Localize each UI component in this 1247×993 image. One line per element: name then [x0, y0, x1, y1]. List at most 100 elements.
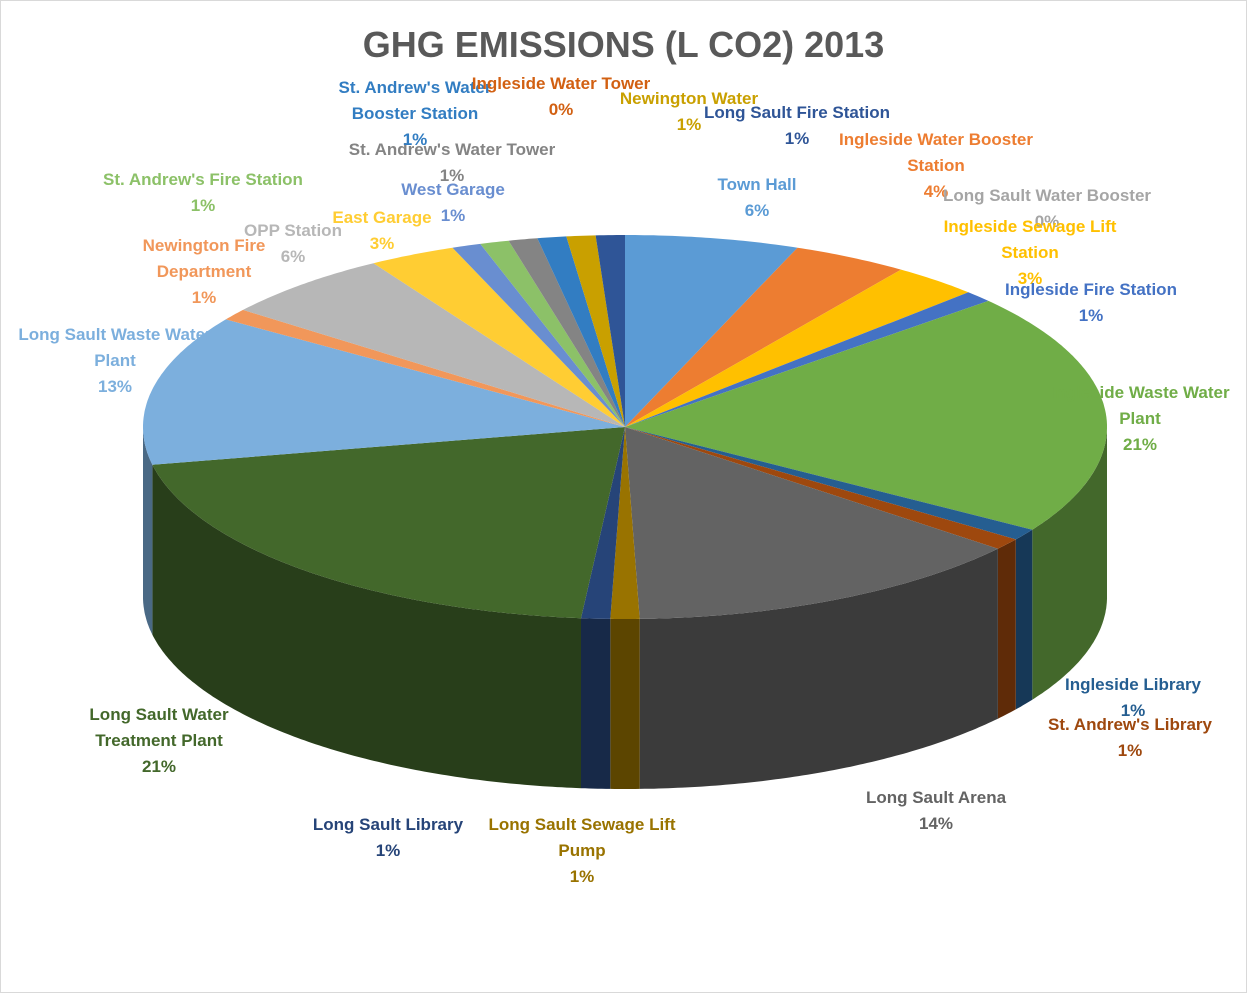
value-label: 3% — [1017, 269, 1043, 288]
value-label: 1% — [190, 196, 216, 215]
slice — [625, 427, 1033, 540]
slice — [225, 309, 626, 427]
category-label: East Garage — [332, 208, 432, 227]
category-label: St. Andrew's Library — [1047, 715, 1212, 734]
data-label: Newington Water 1% — [599, 86, 779, 138]
category-label: Long Sault Water Treatment Plant — [89, 705, 229, 750]
slice — [625, 300, 1107, 530]
slice-side — [581, 618, 611, 789]
value-label: 1% — [676, 115, 702, 134]
slice — [625, 292, 989, 427]
slice — [152, 427, 625, 619]
data-label: Ingleside Sewage Lift Station 3% — [930, 214, 1130, 292]
data-label: Ingleside Waste Water Plant 21% — [1037, 380, 1243, 458]
slice-side — [143, 427, 153, 635]
slice — [625, 427, 1016, 549]
data-label: East Garage 3% — [322, 205, 442, 257]
value-label: 21% — [1122, 435, 1158, 454]
data-label: Long Sault Fire Station 1% — [687, 100, 907, 152]
slice — [581, 427, 625, 619]
category-label: Long Sault Waste Water Plant — [18, 325, 212, 370]
slice-side — [610, 618, 640, 789]
category-label: St. Andrew's Water Tower — [348, 140, 556, 159]
value-label: 1% — [440, 206, 466, 225]
category-label: Long Sault Water Booster — [942, 186, 1152, 205]
data-label: St. Andrew's Fire Station 1% — [73, 167, 333, 219]
category-label: Ingleside Library — [1064, 675, 1202, 694]
data-label: Ingleside Library 1% — [1048, 672, 1218, 724]
slice-side — [1032, 427, 1107, 700]
category-label: Long Sault Library — [312, 815, 464, 834]
slice — [537, 236, 625, 427]
data-label: Ingleside Water Tower 0% — [451, 71, 671, 123]
value-label: 0% — [1034, 212, 1060, 231]
category-label: Town Hall — [717, 175, 797, 194]
value-label: 3% — [369, 234, 395, 253]
value-label: 1% — [1117, 741, 1143, 760]
slice — [595, 235, 625, 427]
slice — [508, 238, 625, 427]
slice — [610, 427, 640, 619]
value-label: 6% — [280, 247, 306, 266]
data-label: Long Sault Water Booster 0% — [917, 183, 1177, 235]
data-label: Long Sault Sewage Lift Pump 1% — [477, 812, 687, 890]
value-label: 13% — [97, 377, 133, 396]
data-label: Ingleside Water Booster Station 4% — [821, 127, 1051, 205]
category-label: Ingleside Waste Water Plant — [1050, 383, 1230, 428]
data-label: St. Andrew's Water Tower 1% — [322, 137, 582, 189]
category-label: Long Sault Fire Station — [703, 103, 891, 122]
category-label: Ingleside Fire Station — [1005, 280, 1177, 299]
value-label: 0% — [548, 100, 574, 119]
data-label: St. Andrew's Library 1% — [1030, 712, 1230, 764]
slice — [625, 235, 798, 427]
slice — [452, 243, 625, 427]
slice — [566, 235, 625, 427]
value-label: 1% — [569, 867, 595, 886]
value-label: 1% — [784, 129, 810, 148]
slice — [480, 240, 625, 427]
slice — [625, 269, 969, 427]
category-label: Long Sault Sewage Lift Pump — [488, 815, 676, 860]
slice — [243, 263, 625, 427]
value-label: 14% — [918, 814, 954, 833]
value-label: 1% — [191, 288, 217, 307]
slice — [143, 319, 625, 465]
value-label: 4% — [923, 182, 949, 201]
value-label: 6% — [744, 201, 770, 220]
value-label: 21% — [141, 757, 177, 776]
slice — [625, 427, 998, 619]
category-label: Ingleside Water Booster Station — [839, 130, 1033, 175]
slice-side — [639, 548, 998, 789]
data-label: OPP Station 6% — [233, 218, 353, 270]
value-label: 1% — [1120, 701, 1146, 720]
data-label: Long Sault Library 1% — [298, 812, 478, 864]
category-label: St. Andrew's Fire Station — [103, 170, 303, 189]
data-label: Town Hall 6% — [697, 172, 817, 224]
category-label: Newington Water — [619, 89, 759, 108]
category-label: Ingleside Water Tower — [471, 74, 651, 93]
slice-side — [997, 539, 1016, 719]
value-label: 1% — [402, 130, 428, 149]
slice-side — [1015, 529, 1033, 710]
data-label: Long Sault Arena 14% — [846, 785, 1026, 837]
category-label: Newington Fire Department — [142, 236, 266, 281]
value-label: 1% — [1078, 306, 1104, 325]
category-label: West Garage — [401, 180, 505, 199]
chart-title: GHG EMISSIONS (L CO2) 2013 — [362, 24, 885, 65]
data-label: Long Sault Water Treatment Plant 21% — [59, 702, 259, 780]
category-label: Long Sault Arena — [865, 788, 1007, 807]
slice — [373, 247, 625, 427]
value-label: 1% — [439, 166, 465, 185]
data-label: Long Sault Waste Water Plant 13% — [0, 322, 230, 400]
data-label: West Garage 1% — [388, 177, 518, 229]
data-label: Ingleside Fire Station 1% — [991, 277, 1191, 329]
data-label: Newington Fire Department 1% — [124, 233, 284, 311]
slice-side — [152, 464, 581, 789]
category-label: Ingleside Sewage Lift Station — [943, 217, 1117, 262]
slice — [625, 247, 902, 427]
category-label: OPP Station — [244, 221, 342, 240]
category-label: St. Andrew's Water Booster Station — [338, 78, 492, 123]
data-label: St. Andrew's Water Booster Station 1% — [320, 75, 510, 153]
